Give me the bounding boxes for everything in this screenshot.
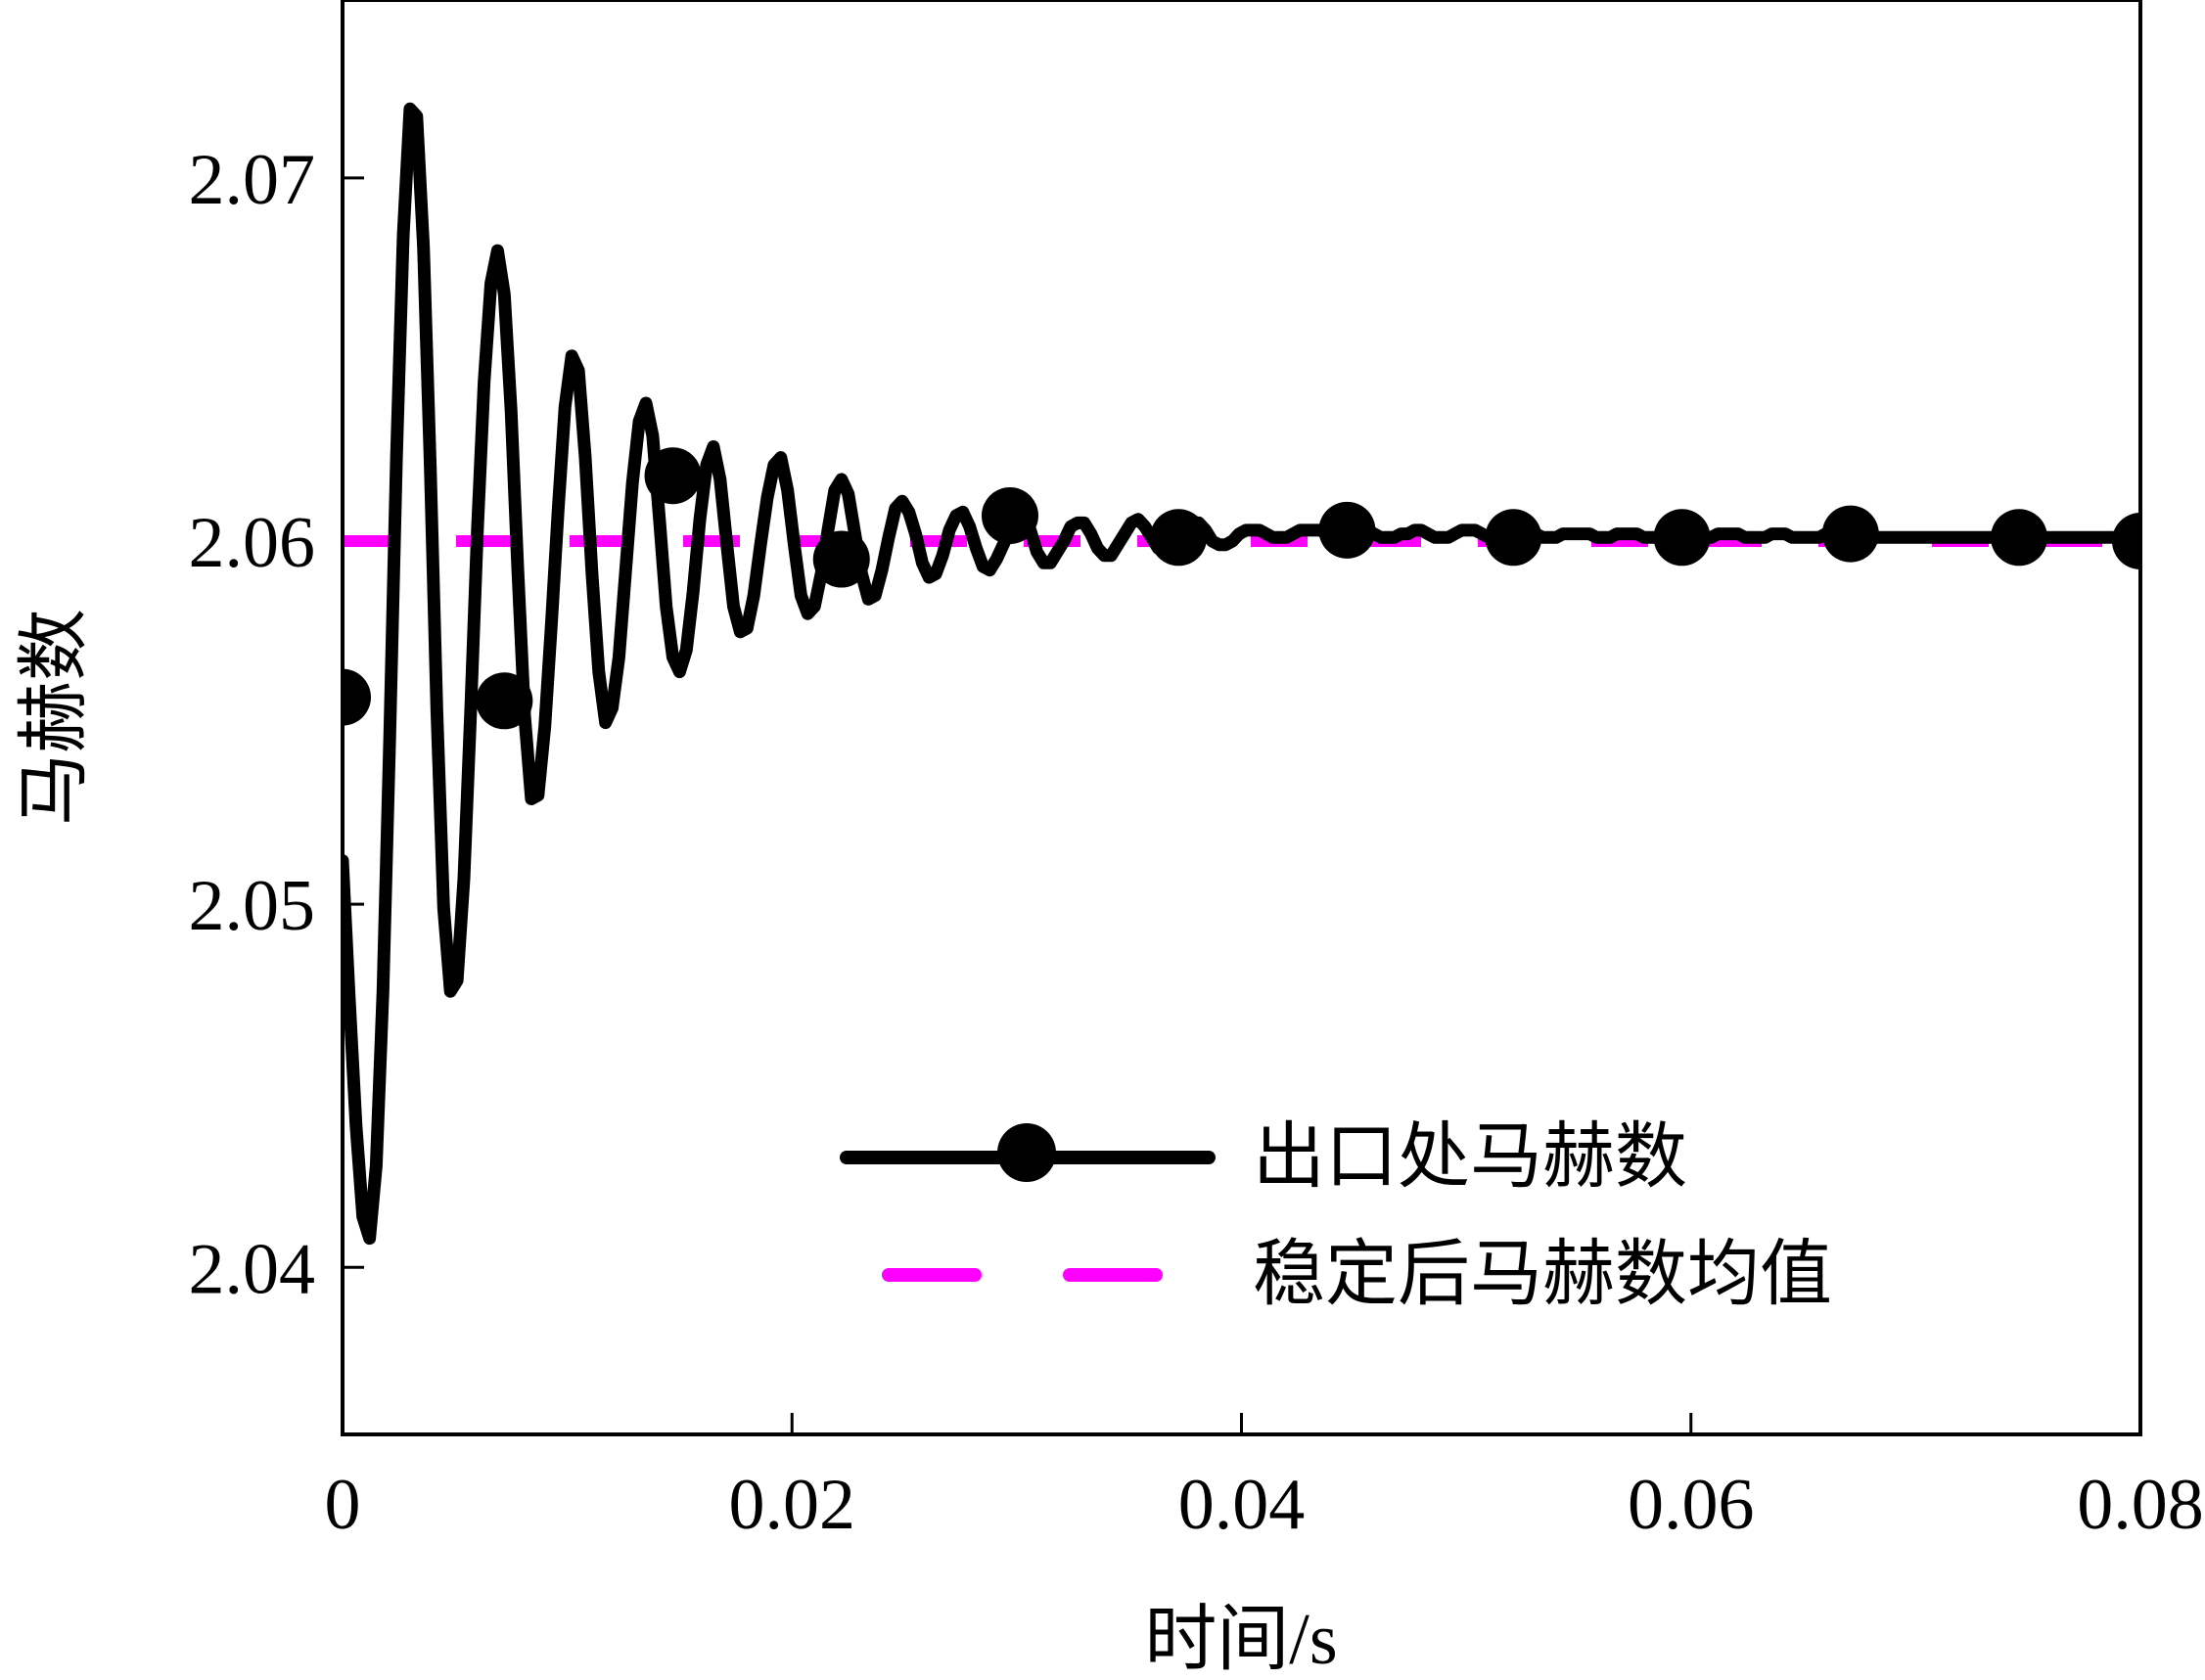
outlet-mach-marker-10 [1991,509,2048,567]
outlet-mach-marker-3 [812,530,870,588]
x-tick-label-2: 0.04 [1178,1465,1306,1545]
x-tick-label-4: 0.08 [2077,1465,2204,1545]
x-tick-label-3: 0.06 [1628,1465,1755,1545]
outlet-mach-marker-0 [343,668,371,726]
y-tick-label-0: 2.04 [189,1229,316,1309]
y-tick-label-3: 2.07 [189,140,316,220]
x-tick-label-1: 0.02 [729,1465,856,1545]
y-axis-ticks: 2.04 2.05 2.06 2.07 [189,140,364,1309]
outlet-mach-marker-2 [644,447,702,505]
plot-frame [341,0,2142,1436]
outlet-mach-marker-11 [2112,513,2140,569]
outlet-mach-marker-5 [1150,509,1208,567]
outlet-mach-marker-1 [476,672,533,730]
outlet-mach-markers [343,447,2140,730]
x-axis-label: 时间/s [1144,1600,1337,1680]
legend-label-outlet-mach: 出口处马赫数 [1253,1117,1687,1198]
outlet-mach-marker-9 [1821,505,1879,563]
legend-marker-outlet-mach [997,1123,1056,1182]
x-tick-label-0: 0 [325,1465,361,1545]
y-axis-label: 马赫数 [15,609,95,826]
y-tick-label-1: 2.05 [189,866,316,946]
outlet-mach-marker-7 [1485,509,1542,567]
legend: 出口处马赫数 稳定后马赫数均值 [840,1117,1832,1315]
x-axis-ticks: 0 0.02 0.04 0.06 0.08 [325,1413,2204,1545]
outlet-mach-marker-8 [1653,509,1711,567]
outlet-mach-marker-6 [1318,501,1376,559]
y-tick-label-2: 2.06 [189,503,316,583]
outlet-mach-marker-4 [981,487,1038,545]
legend-label-mean-mach: 稳定后马赫数均值 [1253,1235,1832,1315]
